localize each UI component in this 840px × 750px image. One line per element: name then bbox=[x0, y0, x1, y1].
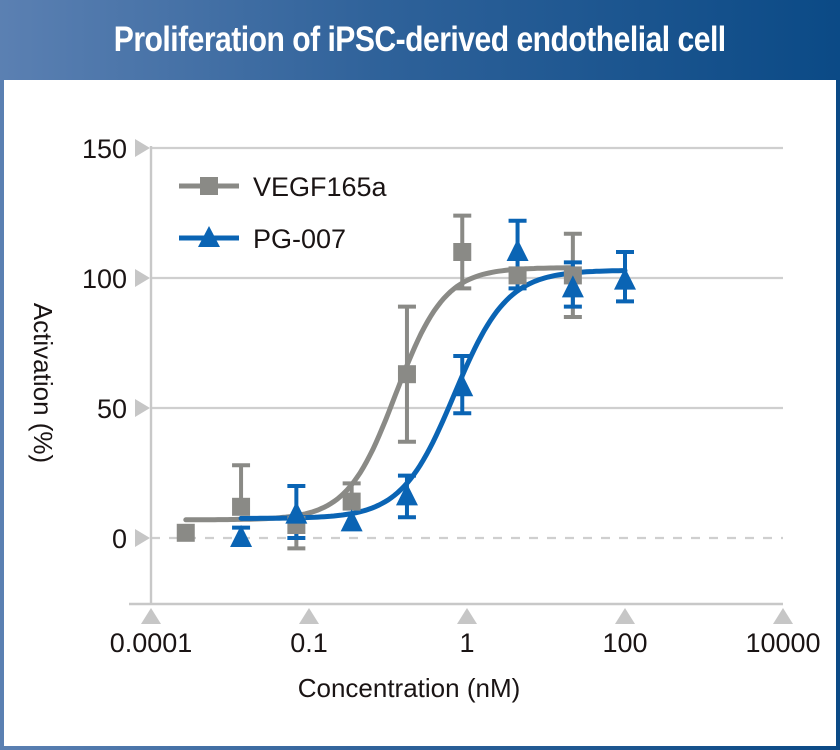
y-tick-marker bbox=[135, 529, 150, 547]
data-point-triangle bbox=[451, 374, 474, 397]
y-tick-marker bbox=[135, 399, 150, 417]
chart-header: Proliferation of iPSC-derived endothelia… bbox=[0, 0, 840, 80]
data-point-triangle bbox=[340, 509, 363, 532]
data-point-square bbox=[232, 497, 251, 516]
data-point-square bbox=[453, 243, 472, 261]
y-tick-label: 50 bbox=[97, 394, 127, 424]
x-tick-label: 100 bbox=[602, 628, 647, 658]
y-tick-marker bbox=[135, 269, 150, 287]
data-point-square bbox=[176, 523, 195, 542]
legend-marker-pg-007 bbox=[198, 226, 220, 247]
data-point-triangle bbox=[395, 483, 418, 506]
y-tick-marker bbox=[135, 139, 150, 157]
x-tick-marker bbox=[773, 608, 793, 624]
data-point-triangle bbox=[230, 525, 253, 547]
data-point-square bbox=[342, 492, 361, 511]
grid-layer bbox=[151, 146, 783, 540]
legend-marker-vegf165a bbox=[200, 177, 218, 195]
data-point-triangle bbox=[561, 275, 584, 298]
x-tick-marker bbox=[299, 608, 319, 624]
data-point-triangle bbox=[614, 267, 636, 290]
data-point-triangle bbox=[285, 501, 308, 524]
legend: VEGF165a PG-007 bbox=[179, 172, 388, 254]
error-bar-layer bbox=[232, 213, 634, 551]
data-point-square bbox=[508, 266, 527, 285]
x-tick-label: 0.1 bbox=[290, 628, 328, 658]
data-point-square bbox=[397, 365, 416, 384]
x-tick-label: 0.0001 bbox=[110, 628, 193, 658]
x-tick-marker bbox=[615, 608, 635, 624]
plot-panel bbox=[4, 80, 836, 746]
y-tick-label: 100 bbox=[82, 264, 127, 294]
fit-curve-vegf165a bbox=[183, 265, 576, 523]
x-tick-marker bbox=[457, 608, 477, 624]
y-tick-label: 150 bbox=[82, 134, 127, 164]
legend-label-vegf165a: VEGF165a bbox=[253, 172, 388, 202]
x-tick-marker bbox=[141, 608, 161, 624]
legend-label-pg-007: PG-007 bbox=[253, 224, 346, 254]
y-axis-title: Activation (%) bbox=[28, 303, 58, 463]
axis-layer: 150 100 50 0 0.0001 0.1 1 100 10000 bbox=[82, 134, 821, 658]
y-tick-label: 0 bbox=[112, 524, 127, 554]
data-point-triangle bbox=[506, 239, 529, 261]
x-tick-label: 1 bbox=[459, 628, 474, 658]
marker-layer bbox=[176, 239, 636, 547]
x-tick-label: 10000 bbox=[745, 628, 820, 658]
chart-title: Proliferation of iPSC-derived endothelia… bbox=[114, 20, 726, 59]
x-axis-title: Concentration (nM) bbox=[298, 673, 521, 703]
